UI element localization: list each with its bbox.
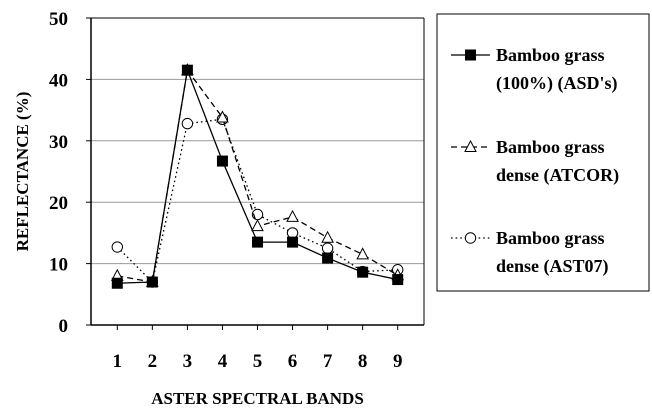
data-point-triangle xyxy=(251,219,264,232)
legend-label: Bamboo grass xyxy=(496,45,605,65)
x-axis-label: ASTER SPECTRAL BANDS xyxy=(151,389,364,408)
data-point-circle xyxy=(181,117,194,130)
series-group xyxy=(110,63,405,289)
x-tick-label: 2 xyxy=(148,351,158,372)
data-point-square xyxy=(287,236,299,248)
series-line xyxy=(117,68,399,283)
data-point-square xyxy=(392,274,404,286)
legend-label: Bamboo grass xyxy=(496,137,605,157)
series-2 xyxy=(110,63,405,288)
x-tick-label: 3 xyxy=(183,351,193,372)
data-point-square xyxy=(252,236,263,248)
data-point-square xyxy=(216,155,228,167)
legend-label: Bamboo grass xyxy=(496,228,605,248)
data-point-triangle xyxy=(356,247,369,260)
x-tick-label: 8 xyxy=(358,351,368,372)
data-point-triangle xyxy=(321,230,334,243)
y-axis-label: REFLECTANCE (%) xyxy=(13,92,32,252)
legend-item: Bamboo grass dense (AST07) xyxy=(451,228,609,277)
data-point-circle xyxy=(286,227,299,239)
x-ticks: 1 2 3 4 5 6 7 8 9 xyxy=(113,325,403,372)
data-point-square xyxy=(322,252,334,264)
x-tick-label: 9 xyxy=(393,351,403,372)
data-point-triangle xyxy=(286,209,299,222)
data-point-triangle xyxy=(464,139,477,152)
series-line xyxy=(116,118,398,284)
series-1 xyxy=(111,64,404,289)
x-tick-label: 1 xyxy=(113,351,123,372)
data-point-square xyxy=(357,266,369,278)
x-tick-label: 5 xyxy=(253,351,263,372)
x-tick-label: 7 xyxy=(323,351,333,372)
data-point-square xyxy=(181,64,193,76)
data-point-square xyxy=(465,49,476,61)
data-point-circle xyxy=(321,242,334,254)
data-point-square xyxy=(146,276,158,288)
y-tick-label: 20 xyxy=(49,193,68,214)
data-point-triangle xyxy=(216,110,229,123)
legend: Bamboo grass (100%) (ASD's) Bamboo grass de… xyxy=(436,13,650,292)
grid-lines xyxy=(91,78,424,265)
y-tick-label: 50 xyxy=(49,9,68,30)
y-tick-label: 0 xyxy=(59,316,69,337)
legend-item: Bamboo grass dense (ATCOR) xyxy=(451,137,619,186)
data-point-circle xyxy=(111,241,123,253)
legend-item: Bamboo grass (100%) (ASD's) xyxy=(451,45,618,94)
data-point-circle xyxy=(464,232,477,244)
data-point-square xyxy=(111,277,123,289)
y-tick-label: 10 xyxy=(49,255,68,276)
x-tick-label: 6 xyxy=(288,351,298,372)
legend-label: (100%) (ASD's) xyxy=(496,73,618,94)
x-tick-label: 4 xyxy=(218,351,228,372)
legend-label: dense (AST07) xyxy=(496,256,609,277)
y-tick-label: 40 xyxy=(49,70,68,91)
y-tick-label: 30 xyxy=(49,132,68,153)
legend-label: dense (ATCOR) xyxy=(496,165,619,186)
y-ticks: 0 10 20 30 40 50 xyxy=(49,9,91,337)
